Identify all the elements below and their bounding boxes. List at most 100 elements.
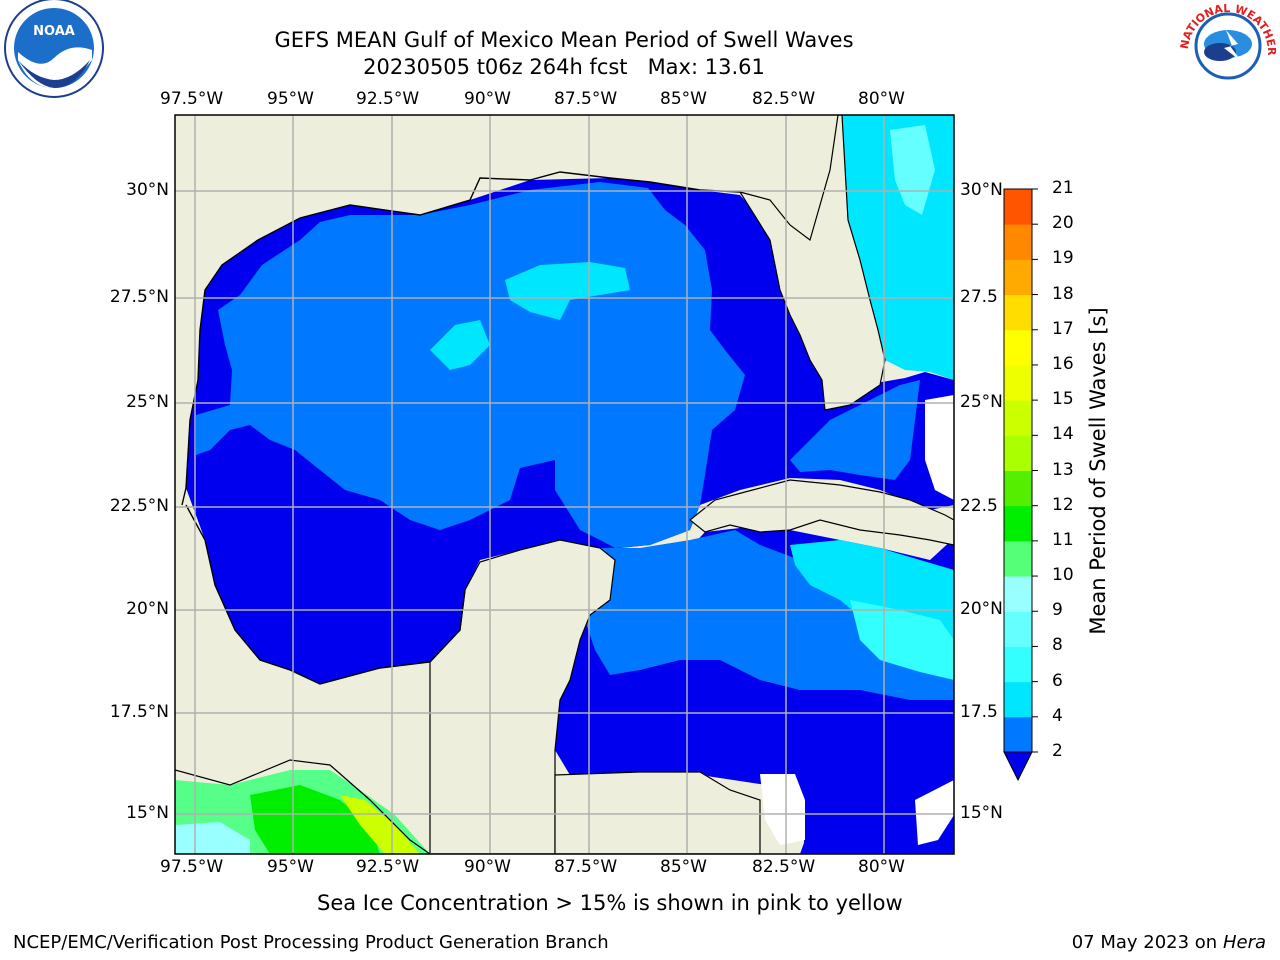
colorbar-segment [1004, 505, 1032, 542]
lon-label: 87.5°W [554, 89, 618, 109]
colorbar-segment [1004, 364, 1032, 401]
lon-label: 85°W [660, 89, 707, 109]
lon-label: 92.5°W [356, 89, 420, 109]
lat-label: 20°N [960, 599, 1003, 619]
pacific-bright-green [250, 785, 380, 854]
lat-label: 17.5 [960, 702, 998, 722]
colorbar-tick-label: 11 [1052, 529, 1074, 550]
colorbar-tick-label: 12 [1052, 494, 1074, 515]
colorbar-tick-label: 10 [1052, 565, 1074, 586]
lon-label: 97.5°W [160, 89, 224, 109]
nodata-3 [925, 395, 954, 500]
nodata-2 [915, 780, 954, 845]
colorbar-label: Mean Period of Swell Waves [s] [1086, 307, 1110, 635]
gulf-water-deep [186, 178, 954, 854]
caribbean-lightcyan [850, 600, 954, 680]
lat-label: 27.5°N [109, 287, 169, 307]
cuba-land [689, 479, 954, 546]
machine-name: Hera [1222, 932, 1266, 953]
gulf-cyan-1 [505, 262, 630, 320]
colorbar-segment [1004, 716, 1032, 753]
colorbar-segment [1004, 400, 1032, 436]
gulf-cyan-2 [430, 320, 490, 370]
colorbar-tick-label: 13 [1052, 459, 1074, 480]
colorbar-segment [1004, 681, 1032, 718]
colorbar-tick-label: 16 [1052, 353, 1074, 374]
caribbean-cyan [790, 540, 954, 665]
run-date: 07 May 2023 on Hera [1072, 932, 1266, 953]
straits-mid [790, 380, 920, 480]
nodata-1 [760, 774, 805, 845]
colorbar-tick-label: 8 [1052, 635, 1063, 656]
colorbar-tick-label: 2 [1052, 741, 1063, 761]
colorbar-tick-label: 21 [1052, 178, 1074, 198]
gulf-coastline [181, 171, 741, 506]
lon-label: 90°W [464, 857, 511, 877]
mexico-pacific-coast [175, 759, 431, 854]
gridlines [175, 115, 954, 854]
colorbar-tick-label: 19 [1052, 248, 1074, 269]
noaa-logo-text: NOAA [33, 24, 75, 39]
lon-label: 92.5°W [356, 857, 420, 877]
lon-label: 80°W [858, 857, 905, 877]
colorbar-segment [1004, 259, 1032, 296]
colorbar-segment [1004, 540, 1032, 577]
pacific-yellow [340, 795, 420, 854]
colorbar-under-arrow [1003, 751, 1033, 782]
colorbar-segment [1004, 329, 1032, 366]
atlantic-cyan [838, 115, 954, 380]
colorbar-segment [1004, 435, 1032, 471]
run-date-text: 07 May 2023 on [1071, 932, 1218, 953]
map-subtitle: 20230505 t06z 264h fcst Max: 13.61 [363, 55, 765, 79]
yucatan-land [429, 539, 616, 854]
lon-label: 82.5°W [752, 89, 816, 109]
lat-label: 22.5°N [109, 496, 169, 516]
lon-label: 85°W [660, 857, 707, 877]
colorbar-tick-label: 17 [1052, 318, 1074, 339]
florida-land [738, 115, 886, 411]
lat-label: 17.5°N [109, 702, 169, 722]
colorbar-segment [1004, 576, 1032, 612]
lon-label: 80°W [858, 89, 905, 109]
central-america-land [554, 771, 761, 854]
lon-label: 90°W [464, 89, 511, 109]
colorbar-segment [1004, 294, 1032, 331]
lon-label: 95°W [267, 857, 314, 877]
lat-label: 22.5 [960, 496, 998, 516]
map-title: GEFS MEAN Gulf of Mexico Mean Period of … [274, 28, 854, 52]
colorbar-tick-label: 20 [1052, 213, 1074, 234]
lon-label: 87.5°W [554, 857, 618, 877]
pacific-lightcyan [175, 822, 250, 854]
org-credit: NCEP/EMC/Verification Post Processing Pr… [13, 932, 609, 953]
lat-label: 25°N [960, 392, 1003, 412]
map-frame [174, 114, 955, 855]
map-field [175, 115, 954, 854]
colorbar-segment [1004, 189, 1032, 225]
lon-label: 82.5°W [752, 857, 816, 877]
lat-label: 25°N [126, 392, 169, 412]
colorbar-tick-label: 9 [1052, 600, 1063, 621]
gulf-water-mid [196, 182, 745, 548]
caribbean-mid [585, 530, 954, 700]
colorbar-segment [1004, 646, 1032, 683]
lat-label: 30°N [126, 180, 169, 200]
colorbar-tick-label: 6 [1052, 670, 1063, 691]
colorbar-tick-label: 18 [1052, 283, 1074, 304]
lat-label: 27.5 [960, 287, 998, 307]
noaa-logo: NOAA [4, 0, 104, 98]
colorbar-tick-label: 15 [1052, 389, 1074, 410]
lat-label: 20°N [126, 599, 169, 619]
lat-label: 15°N [126, 803, 169, 823]
colorbar-segment [1004, 470, 1032, 507]
pacific-green [175, 770, 430, 854]
colorbar-tick-label: 14 [1052, 424, 1074, 445]
colorbar [1003, 188, 1038, 782]
lat-label: 15°N [960, 803, 1003, 823]
sea-ice-note: Sea Ice Concentration > 15% is shown in … [317, 891, 903, 915]
atlantic-light [890, 125, 935, 215]
colorbar-tick-label: 4 [1052, 705, 1063, 726]
land-area [175, 115, 954, 854]
colorbar-segment [1004, 611, 1032, 647]
colorbar-segment [1004, 224, 1032, 260]
colorbar-frame [1003, 188, 1033, 753]
